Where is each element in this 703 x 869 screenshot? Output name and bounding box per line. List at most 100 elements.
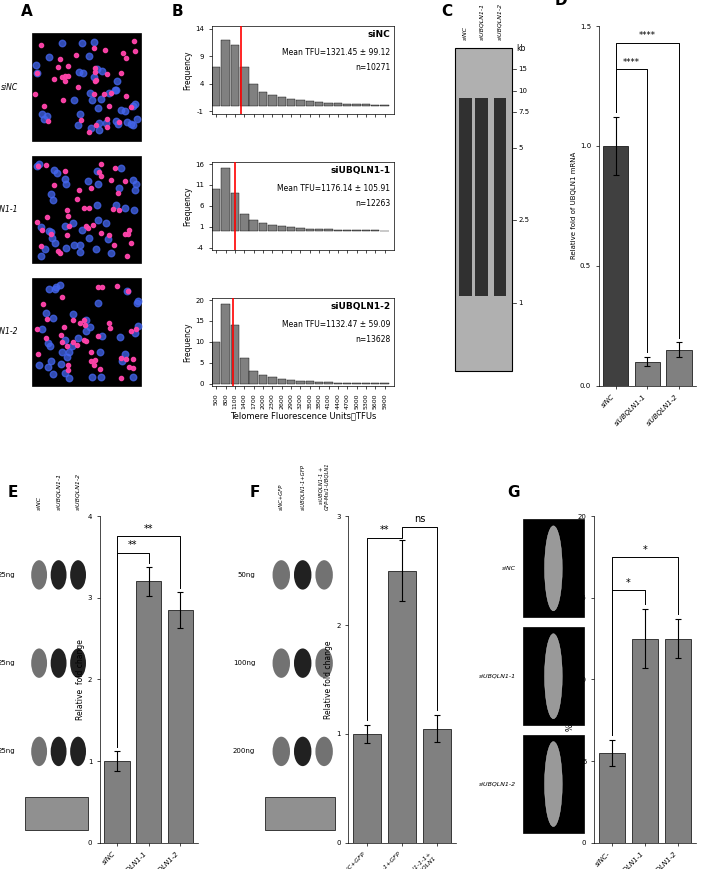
FancyBboxPatch shape <box>459 98 472 295</box>
Bar <box>343 230 352 231</box>
Bar <box>315 381 323 383</box>
Text: siNC: siNC <box>1 83 18 92</box>
Text: D: D <box>555 0 567 8</box>
Text: A: A <box>21 3 33 19</box>
Bar <box>259 375 267 383</box>
Text: 100ng: 100ng <box>233 660 255 667</box>
Ellipse shape <box>316 561 333 589</box>
Point <box>518 131 529 145</box>
Bar <box>221 40 230 105</box>
Y-axis label: Relative fold of UBQLN1 mRNA: Relative fold of UBQLN1 mRNA <box>571 152 577 260</box>
Ellipse shape <box>70 648 86 678</box>
FancyBboxPatch shape <box>523 735 584 833</box>
Bar <box>343 104 352 105</box>
Text: ****: **** <box>623 58 640 67</box>
Bar <box>315 103 323 105</box>
Text: 1: 1 <box>518 300 523 306</box>
Bar <box>334 382 342 383</box>
Text: siUBQLN1-1: siUBQLN1-1 <box>330 166 390 176</box>
Text: siNC+GFP: siNC+GFP <box>279 483 284 509</box>
Text: siUBQLN1-1: siUBQLN1-1 <box>0 205 18 214</box>
FancyBboxPatch shape <box>32 33 141 141</box>
FancyBboxPatch shape <box>25 797 88 830</box>
Bar <box>259 223 267 231</box>
Bar <box>221 304 230 383</box>
Text: siUBQLN1-2: siUBQLN1-2 <box>0 328 18 336</box>
Bar <box>599 753 625 843</box>
Bar <box>105 761 130 843</box>
Text: B: B <box>172 4 183 19</box>
Text: *: * <box>643 545 647 555</box>
Bar <box>353 734 381 843</box>
Bar <box>423 728 451 843</box>
Text: ns: ns <box>413 514 425 524</box>
Bar <box>221 169 230 231</box>
Bar <box>287 380 295 383</box>
FancyBboxPatch shape <box>456 48 512 371</box>
Text: n=13628: n=13628 <box>355 335 390 344</box>
FancyBboxPatch shape <box>475 98 488 295</box>
Ellipse shape <box>294 648 311 678</box>
Ellipse shape <box>70 737 86 766</box>
Text: **: ** <box>128 541 138 550</box>
FancyBboxPatch shape <box>523 627 584 726</box>
Text: siUBQLN1-2: siUBQLN1-2 <box>479 781 516 786</box>
Bar <box>287 227 295 231</box>
Bar <box>632 639 658 843</box>
Point <box>449 0 460 13</box>
Text: siNC: siNC <box>502 566 516 571</box>
Y-axis label: Frequency: Frequency <box>183 322 192 362</box>
Bar <box>324 103 333 105</box>
Bar <box>306 229 314 231</box>
Bar <box>278 379 286 383</box>
Ellipse shape <box>31 737 47 766</box>
Bar <box>635 362 660 386</box>
Text: siUBQLN1-2: siUBQLN1-2 <box>330 302 390 311</box>
Bar <box>324 382 333 383</box>
Text: 25ng: 25ng <box>0 748 15 754</box>
Ellipse shape <box>273 561 290 589</box>
Bar <box>268 377 276 383</box>
Point <box>479 83 491 96</box>
Bar <box>334 103 342 105</box>
Circle shape <box>545 741 562 826</box>
Point <box>511 16 522 30</box>
Ellipse shape <box>31 561 47 589</box>
FancyBboxPatch shape <box>494 98 506 295</box>
Ellipse shape <box>294 737 311 766</box>
Text: 10: 10 <box>518 88 527 94</box>
Ellipse shape <box>273 648 290 678</box>
Bar <box>268 95 276 105</box>
FancyBboxPatch shape <box>523 520 584 617</box>
Bar <box>212 342 221 383</box>
Bar <box>250 371 258 383</box>
Bar <box>212 67 221 105</box>
Circle shape <box>545 634 562 719</box>
Point <box>368 96 380 110</box>
Text: 5: 5 <box>518 145 522 151</box>
Y-axis label: % of Cells with Micronuclei: % of Cells with Micronuclei <box>566 628 575 731</box>
Text: siUBQLN1-1: siUBQLN1-1 <box>479 673 516 679</box>
Point <box>505 59 517 73</box>
Bar <box>240 214 249 231</box>
Text: G: G <box>508 485 520 500</box>
Ellipse shape <box>273 737 290 766</box>
Bar <box>212 189 221 231</box>
Bar <box>296 381 304 383</box>
Bar <box>250 221 258 231</box>
Bar <box>287 99 295 105</box>
Point <box>247 10 259 23</box>
Bar <box>296 100 304 105</box>
Bar <box>240 67 249 105</box>
Ellipse shape <box>51 561 67 589</box>
Circle shape <box>545 526 562 611</box>
Text: kb: kb <box>517 44 526 53</box>
Text: **: ** <box>144 524 153 534</box>
FancyBboxPatch shape <box>32 156 141 263</box>
Text: Mean TFU=1132.47 ± 59.09: Mean TFU=1132.47 ± 59.09 <box>282 320 390 328</box>
Text: C: C <box>441 3 453 19</box>
Text: n=10271: n=10271 <box>355 63 390 72</box>
Y-axis label: Relative  fold change: Relative fold change <box>76 639 85 720</box>
Y-axis label: Relative fold change: Relative fold change <box>324 640 333 719</box>
Ellipse shape <box>316 648 333 678</box>
